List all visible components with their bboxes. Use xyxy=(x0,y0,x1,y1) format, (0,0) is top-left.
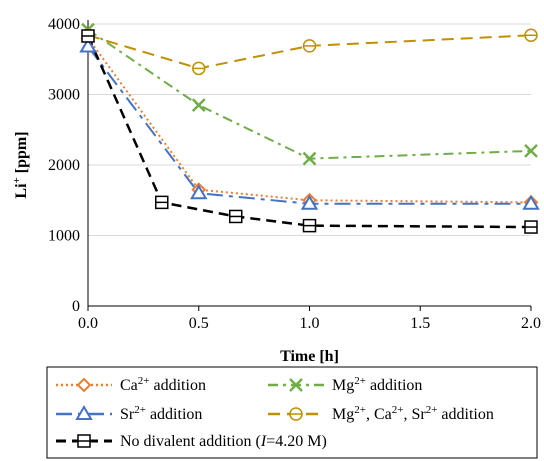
legend-label-none: No divalent addition (I=4.20 M) xyxy=(120,433,327,450)
data-point-sr xyxy=(522,194,540,210)
data-point-none xyxy=(302,218,317,233)
y-tick-label: 2000 xyxy=(48,157,80,174)
y-axis-title: Li+ [ppm] xyxy=(11,131,30,198)
axes xyxy=(87,20,531,307)
legend-marker-ca xyxy=(76,377,92,393)
legend-label-sr: Sr2+ addition xyxy=(120,404,202,423)
x-tick-label: 2.0 xyxy=(521,315,541,332)
y-tick-label: 4000 xyxy=(48,16,80,33)
data-point-sr xyxy=(300,194,319,210)
data-point-none xyxy=(228,209,243,224)
data-point-sr xyxy=(79,37,97,53)
data-point-all xyxy=(192,61,206,76)
gridlines xyxy=(88,23,531,236)
legend-item-sr: Sr2+ addition xyxy=(56,404,202,423)
data-point-all xyxy=(302,39,317,53)
y-tick-labels: 0 1000 2000 3000 4000 xyxy=(48,16,80,315)
y-tick-label: 3000 xyxy=(48,87,80,104)
series-line-ca xyxy=(87,37,532,204)
x-tick-label: 1.5 xyxy=(410,315,430,332)
legend-label-mg: Mg2+ addition xyxy=(332,375,422,394)
series-line-sr xyxy=(87,45,531,205)
series-line-all xyxy=(87,34,532,70)
data-point-sr xyxy=(190,184,208,200)
data-point-mg xyxy=(302,151,317,166)
legend-marker-all xyxy=(289,407,303,421)
legend-label-ca: Ca2+ addition xyxy=(120,375,206,394)
series-markers xyxy=(79,22,540,234)
data-point-none xyxy=(524,220,538,234)
y-tick-label: 1000 xyxy=(48,228,80,245)
y-tick-label: 0 xyxy=(72,298,80,315)
x-tick-label: 0.5 xyxy=(189,315,209,332)
legend-item-all: Mg2+, Ca2+, Sr2+ addition xyxy=(268,404,494,423)
legend-item-none: No divalent addition (I=4.20 M) xyxy=(56,433,327,450)
legend-marker-mg xyxy=(289,378,303,392)
x-tick-labels: 0.0 0.5 1.0 1.5 2.0 xyxy=(78,306,541,332)
legend: Ca2+ addition Mg2+ addition Sr2+ addition M… xyxy=(56,375,494,450)
data-point-mg xyxy=(191,98,206,112)
legend-item-mg: Mg2+ addition xyxy=(268,375,422,394)
data-point-mg xyxy=(524,144,538,158)
x-tick-label: 0.0 xyxy=(78,315,98,332)
data-point-none xyxy=(155,195,169,210)
x-tick-label: 1.0 xyxy=(300,315,320,332)
legend-marker-sr xyxy=(75,405,93,420)
data-point-all xyxy=(524,28,538,43)
data-point-none xyxy=(81,29,95,43)
legend-label-all: Mg2+, Ca2+, Sr2+ addition xyxy=(332,404,494,423)
x-axis-title: Time [h] xyxy=(280,348,339,365)
legend-item-ca: Ca2+ addition xyxy=(56,375,206,394)
legend-marker-none xyxy=(77,434,91,448)
